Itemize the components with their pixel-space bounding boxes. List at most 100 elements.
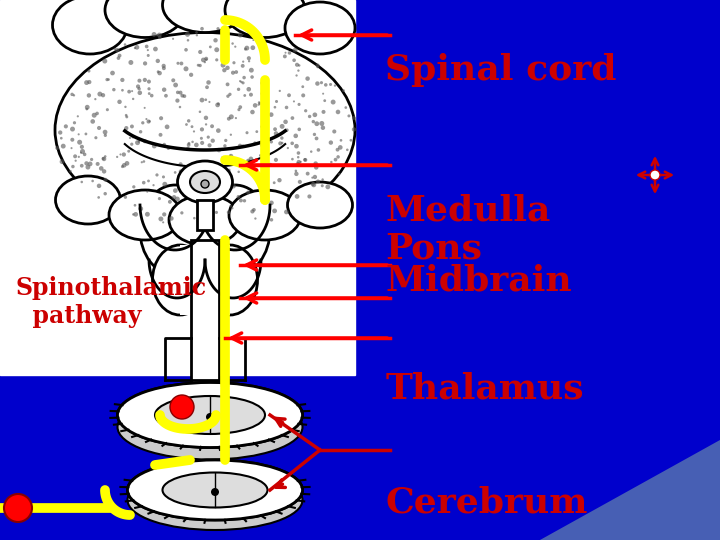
Circle shape [195, 31, 198, 34]
Circle shape [162, 176, 165, 178]
Circle shape [197, 64, 199, 66]
Circle shape [138, 91, 142, 95]
Circle shape [171, 78, 175, 82]
Circle shape [244, 48, 247, 51]
Circle shape [199, 111, 201, 113]
Text: Pons: Pons [385, 232, 482, 265]
Circle shape [167, 147, 170, 150]
Circle shape [228, 168, 230, 172]
Circle shape [293, 48, 297, 52]
Ellipse shape [163, 0, 248, 32]
Circle shape [132, 185, 135, 188]
Circle shape [112, 88, 116, 91]
Circle shape [73, 154, 77, 158]
Circle shape [260, 143, 265, 147]
Ellipse shape [200, 185, 270, 275]
Circle shape [237, 195, 240, 199]
Circle shape [332, 130, 336, 133]
Circle shape [246, 87, 251, 91]
Circle shape [209, 45, 212, 48]
Circle shape [274, 158, 278, 162]
Circle shape [338, 173, 341, 176]
Circle shape [330, 99, 336, 105]
Circle shape [193, 130, 195, 132]
Circle shape [213, 38, 217, 43]
Circle shape [242, 60, 244, 63]
Circle shape [251, 45, 255, 50]
Circle shape [275, 100, 278, 103]
FancyBboxPatch shape [180, 245, 230, 315]
Circle shape [283, 119, 288, 124]
Circle shape [258, 104, 260, 106]
Circle shape [159, 116, 163, 120]
Circle shape [80, 149, 85, 154]
Circle shape [86, 93, 91, 98]
Ellipse shape [178, 161, 233, 203]
Circle shape [253, 103, 258, 107]
Circle shape [297, 127, 301, 131]
Circle shape [175, 197, 180, 201]
Circle shape [148, 92, 150, 95]
Circle shape [201, 180, 209, 188]
Ellipse shape [229, 190, 301, 240]
Circle shape [174, 83, 178, 87]
Circle shape [211, 139, 215, 143]
Circle shape [158, 36, 162, 39]
Circle shape [179, 170, 183, 173]
Circle shape [207, 136, 210, 139]
Circle shape [152, 144, 157, 149]
Circle shape [180, 211, 184, 214]
Circle shape [261, 124, 264, 127]
Circle shape [215, 103, 220, 107]
Circle shape [297, 156, 300, 158]
Circle shape [91, 119, 95, 124]
Circle shape [218, 165, 222, 169]
Circle shape [175, 98, 179, 103]
Circle shape [314, 165, 318, 170]
Circle shape [302, 85, 304, 88]
Circle shape [120, 153, 122, 156]
Circle shape [150, 94, 153, 97]
Circle shape [71, 147, 73, 149]
Circle shape [96, 184, 102, 188]
Circle shape [189, 194, 193, 199]
Circle shape [173, 188, 178, 193]
Circle shape [650, 170, 660, 180]
Circle shape [253, 141, 256, 144]
Circle shape [202, 186, 206, 189]
Circle shape [284, 210, 289, 214]
Circle shape [256, 130, 258, 133]
Circle shape [187, 142, 190, 145]
Circle shape [233, 161, 235, 163]
Circle shape [251, 75, 254, 79]
Circle shape [124, 43, 126, 46]
Circle shape [122, 152, 126, 157]
Circle shape [87, 80, 91, 84]
Circle shape [132, 136, 135, 138]
Circle shape [143, 160, 145, 163]
Circle shape [330, 161, 333, 163]
Circle shape [295, 75, 297, 77]
Circle shape [153, 46, 158, 51]
Circle shape [162, 87, 166, 92]
Circle shape [258, 101, 261, 104]
Circle shape [279, 90, 281, 92]
Circle shape [138, 140, 140, 143]
Circle shape [312, 120, 315, 123]
Circle shape [161, 64, 166, 68]
Circle shape [200, 137, 203, 140]
Circle shape [334, 84, 336, 87]
Circle shape [152, 32, 156, 37]
Circle shape [333, 158, 338, 161]
Circle shape [307, 194, 312, 199]
Circle shape [102, 59, 107, 64]
Circle shape [225, 83, 230, 86]
Circle shape [243, 199, 246, 202]
Circle shape [278, 141, 282, 145]
Circle shape [320, 81, 323, 84]
Circle shape [193, 217, 196, 219]
Circle shape [295, 63, 299, 67]
Circle shape [189, 73, 193, 77]
Circle shape [129, 137, 131, 139]
Circle shape [304, 109, 307, 112]
